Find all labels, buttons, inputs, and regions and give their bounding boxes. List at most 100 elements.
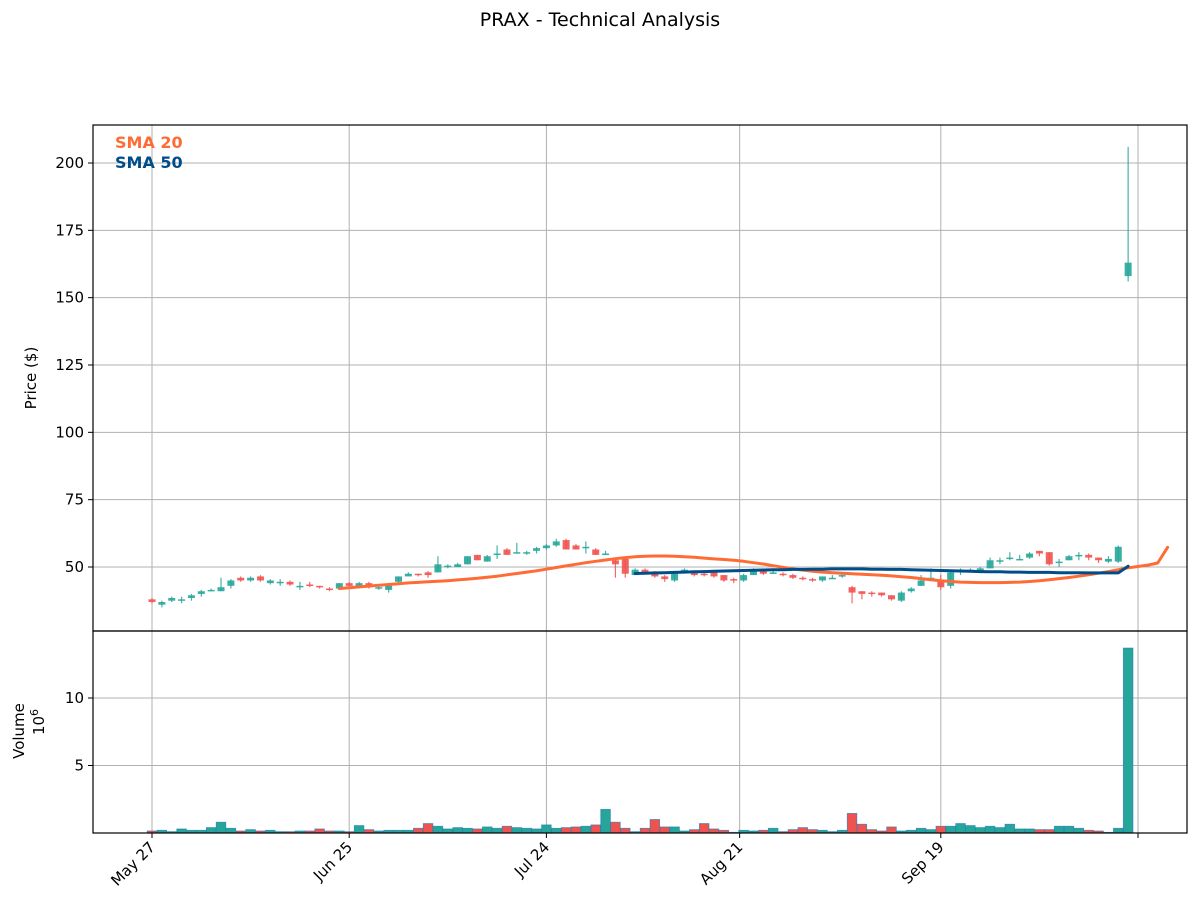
candle	[454, 562, 462, 567]
candle	[1075, 552, 1083, 561]
candle	[187, 593, 195, 601]
candle	[818, 576, 826, 582]
candle	[730, 577, 738, 584]
candle	[434, 556, 442, 573]
candle	[937, 575, 945, 590]
volume-bar	[698, 823, 710, 834]
volume-bar	[511, 827, 523, 834]
x-tick-label: Sep 19	[898, 838, 948, 888]
volume-bar	[708, 828, 720, 834]
volume-bar	[314, 828, 325, 834]
volume-bar	[935, 825, 947, 834]
candle	[178, 596, 186, 604]
price-axis-label: Price ($)	[22, 347, 40, 410]
candle	[848, 585, 856, 604]
candle	[168, 596, 176, 603]
candle	[444, 564, 452, 569]
candle	[424, 571, 432, 578]
candle	[878, 592, 886, 597]
volume-scale-label: 106	[28, 709, 48, 735]
candle	[671, 572, 679, 582]
candle	[1085, 553, 1093, 561]
volume-bar	[501, 825, 513, 834]
volume-bar	[1024, 828, 1035, 834]
candle	[828, 575, 836, 580]
candle	[611, 558, 619, 578]
volume-bar	[600, 808, 611, 834]
candle	[513, 542, 521, 554]
candle	[316, 585, 324, 589]
candle	[799, 576, 807, 581]
volume-bars	[146, 647, 1134, 834]
volume-tick-label: 10	[65, 689, 84, 707]
price-tick-label: 200	[55, 154, 84, 172]
volume-bar	[491, 827, 503, 834]
candle	[602, 550, 610, 556]
volume-bar	[1122, 647, 1134, 834]
candle	[266, 579, 274, 585]
candle	[592, 548, 600, 555]
chart-title: PRAX - Technical Analysis	[479, 9, 721, 31]
x-tick-label: Jun 25	[309, 838, 356, 885]
candle	[572, 544, 580, 550]
x-tick-label: Jul 24	[510, 838, 553, 881]
volume-bar	[1053, 825, 1065, 834]
candle	[740, 573, 748, 582]
volume-bar	[886, 826, 897, 834]
candle	[986, 557, 994, 569]
volume-bar	[590, 824, 601, 834]
volume-bar	[1014, 828, 1025, 834]
candle	[523, 550, 531, 555]
volume-bar	[521, 827, 532, 834]
candle	[1045, 552, 1053, 566]
candle	[809, 577, 817, 582]
volume-bar	[975, 827, 986, 834]
volume-panel-frame	[92, 630, 1188, 834]
date-axis: May 27 Jun 25 Jul 24 Aug 21 Sep 19	[107, 833, 1139, 890]
volume-bar	[176, 828, 187, 834]
candle	[888, 595, 895, 601]
volume-axis-label: Volume	[10, 703, 28, 759]
candle	[858, 591, 866, 600]
candle	[552, 538, 560, 547]
candle	[483, 554, 491, 562]
volume-bar	[797, 827, 808, 834]
candle	[621, 558, 629, 578]
x-tick-label: Aug 21	[696, 838, 746, 888]
price-tick-label: 175	[55, 221, 84, 239]
price-tick-label: 50	[65, 558, 84, 576]
candle	[286, 580, 294, 586]
volume-bar	[353, 825, 365, 834]
candle	[256, 575, 264, 582]
candle	[1124, 146, 1132, 282]
volume-bar	[531, 828, 542, 834]
volume-bar	[610, 821, 621, 834]
candle	[493, 545, 501, 559]
volume-bar	[1073, 827, 1085, 834]
sma50-line	[633, 564, 1130, 575]
volume-bar	[580, 825, 592, 834]
volume-bar	[984, 825, 996, 834]
sma-lines	[337, 545, 1170, 590]
volume-bar	[551, 827, 562, 834]
volume-bar	[482, 826, 493, 834]
candle	[276, 579, 284, 586]
candle	[404, 572, 412, 577]
volume-bar	[560, 827, 572, 834]
legend-sma50: SMA 50	[115, 153, 183, 172]
candle	[779, 572, 787, 577]
candle	[533, 546, 541, 554]
candle	[227, 579, 235, 589]
candle	[306, 581, 314, 588]
volume-bar	[432, 825, 444, 834]
volume-bar	[570, 826, 582, 834]
volume-bar	[846, 813, 858, 834]
candle	[414, 573, 422, 577]
candle	[1035, 550, 1043, 557]
x-tick-label: May 27	[107, 838, 159, 890]
volume-bar	[452, 827, 463, 834]
volume-bar	[413, 827, 424, 834]
candle	[582, 541, 590, 554]
volume-grid	[93, 631, 1187, 833]
candle	[247, 576, 255, 582]
